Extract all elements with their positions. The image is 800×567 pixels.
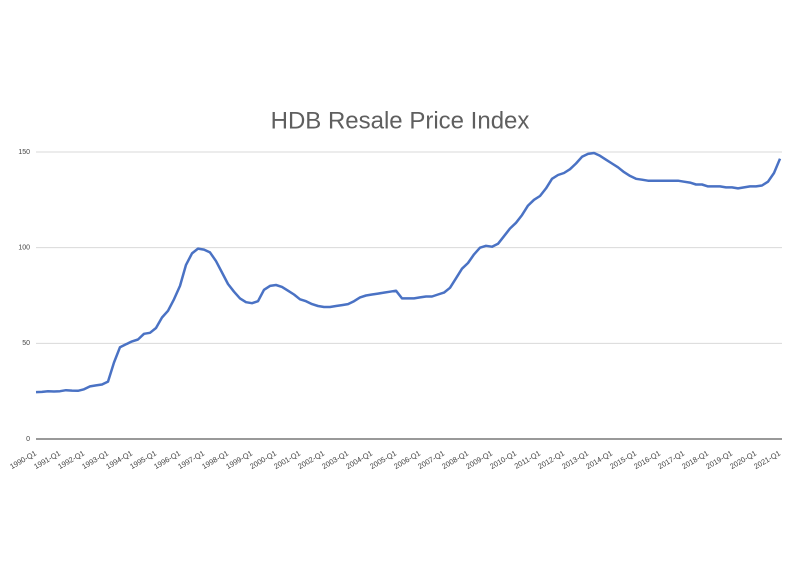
x-tick-label: 2020-Q1 [728, 449, 758, 471]
x-tick-label: 1997-Q1 [176, 449, 206, 471]
x-tick-label: 2017-Q1 [656, 449, 686, 471]
x-tick-label: 2012-Q1 [536, 449, 566, 471]
x-tick-label: 1991-Q1 [32, 449, 62, 471]
x-tick-label: 2009-Q1 [464, 449, 494, 471]
y-tick-label: 50 [22, 340, 30, 347]
x-tick-label: 2013-Q1 [560, 449, 590, 471]
x-tick-label: 2010-Q1 [488, 449, 518, 471]
x-tick-label: 2016-Q1 [632, 449, 662, 471]
x-tick-label: 2018-Q1 [680, 449, 710, 471]
x-tick-label: 2014-Q1 [584, 449, 614, 471]
x-tick-label: 1990-Q1 [8, 449, 38, 471]
x-tick-label: 2007-Q1 [416, 449, 446, 471]
x-tick-label: 1992-Q1 [56, 449, 86, 471]
line [35, 151, 782, 394]
x-tick-label: 2015-Q1 [608, 449, 638, 471]
x-tick-label: 2002-Q1 [296, 449, 326, 471]
x-tick-label: 1993-Q1 [80, 449, 110, 471]
x-tick-label: 2003-Q1 [320, 449, 350, 471]
y-tick-label: 150 [18, 149, 30, 156]
chart-title: HDB Resale Price Index [271, 107, 530, 134]
x-tick-label: 1995-Q1 [128, 449, 158, 471]
y-tick-label: 100 [18, 245, 30, 252]
x-tick-label: 2019-Q1 [704, 449, 734, 471]
y-tick-label: 0 [26, 436, 30, 443]
x-tick-label: 2005-Q1 [368, 449, 398, 471]
x-tick-label: 2000-Q1 [248, 449, 278, 471]
x-tick-label: 2001-Q1 [272, 449, 302, 471]
x-tick-label: 1996-Q1 [152, 449, 182, 471]
x-tick-label: 1998-Q1 [200, 449, 230, 471]
x-tick-label: 1994-Q1 [104, 449, 134, 471]
x-tick-label: 2006-Q1 [392, 449, 422, 471]
x-tick-label: 2004-Q1 [344, 449, 374, 471]
x-tick-label: 1999-Q1 [224, 449, 254, 471]
x-tick-label: 2021-Q1 [752, 449, 782, 471]
x-tick-label: 2008-Q1 [440, 449, 470, 471]
